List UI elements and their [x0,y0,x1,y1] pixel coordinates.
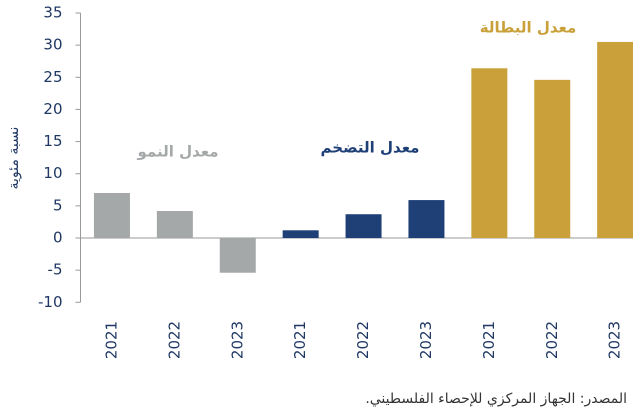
x-tick-label: 2021 [102,321,120,359]
bar [345,214,382,239]
bar [156,211,193,239]
series-label: معدل النمو [136,143,218,161]
x-tick-label: 2023 [606,321,624,359]
bar [282,230,319,239]
bar [471,68,508,239]
series-label: معدل البطالة [480,19,577,37]
bar [93,193,130,239]
x-tick-label: 2022 [354,321,372,359]
y-tick-label: 5 [53,196,63,214]
source: المصدر: الجهاز المركزي للإحصاء الفلسطيني… [365,391,627,407]
y-tick-label: -5 [48,261,63,279]
series-label: معدل التضخم [321,139,420,157]
y-tick-label: 20 [43,100,62,118]
x-tick-label: 2022 [165,321,183,359]
y-tick-label: 15 [43,132,62,150]
y-tick-label: 25 [43,68,62,86]
x-tick-label: 2023 [228,321,246,359]
bar [597,41,633,239]
bar [408,200,445,239]
y-axis-label: نسبة مئوية [6,127,22,190]
y-tick-label: 10 [43,164,62,182]
y-tick-label: 0 [53,229,63,247]
bar [219,238,256,273]
bar [534,79,571,239]
x-tick-label: 2023 [417,321,435,359]
y-tick-label: -10 [38,293,63,311]
x-tick-label: 2021 [291,321,309,359]
y-tick-label: 35 [43,4,62,22]
x-tick-label: 2021 [480,321,498,359]
x-tick-label: 2022 [543,321,561,359]
y-tick-label: 30 [43,36,62,54]
